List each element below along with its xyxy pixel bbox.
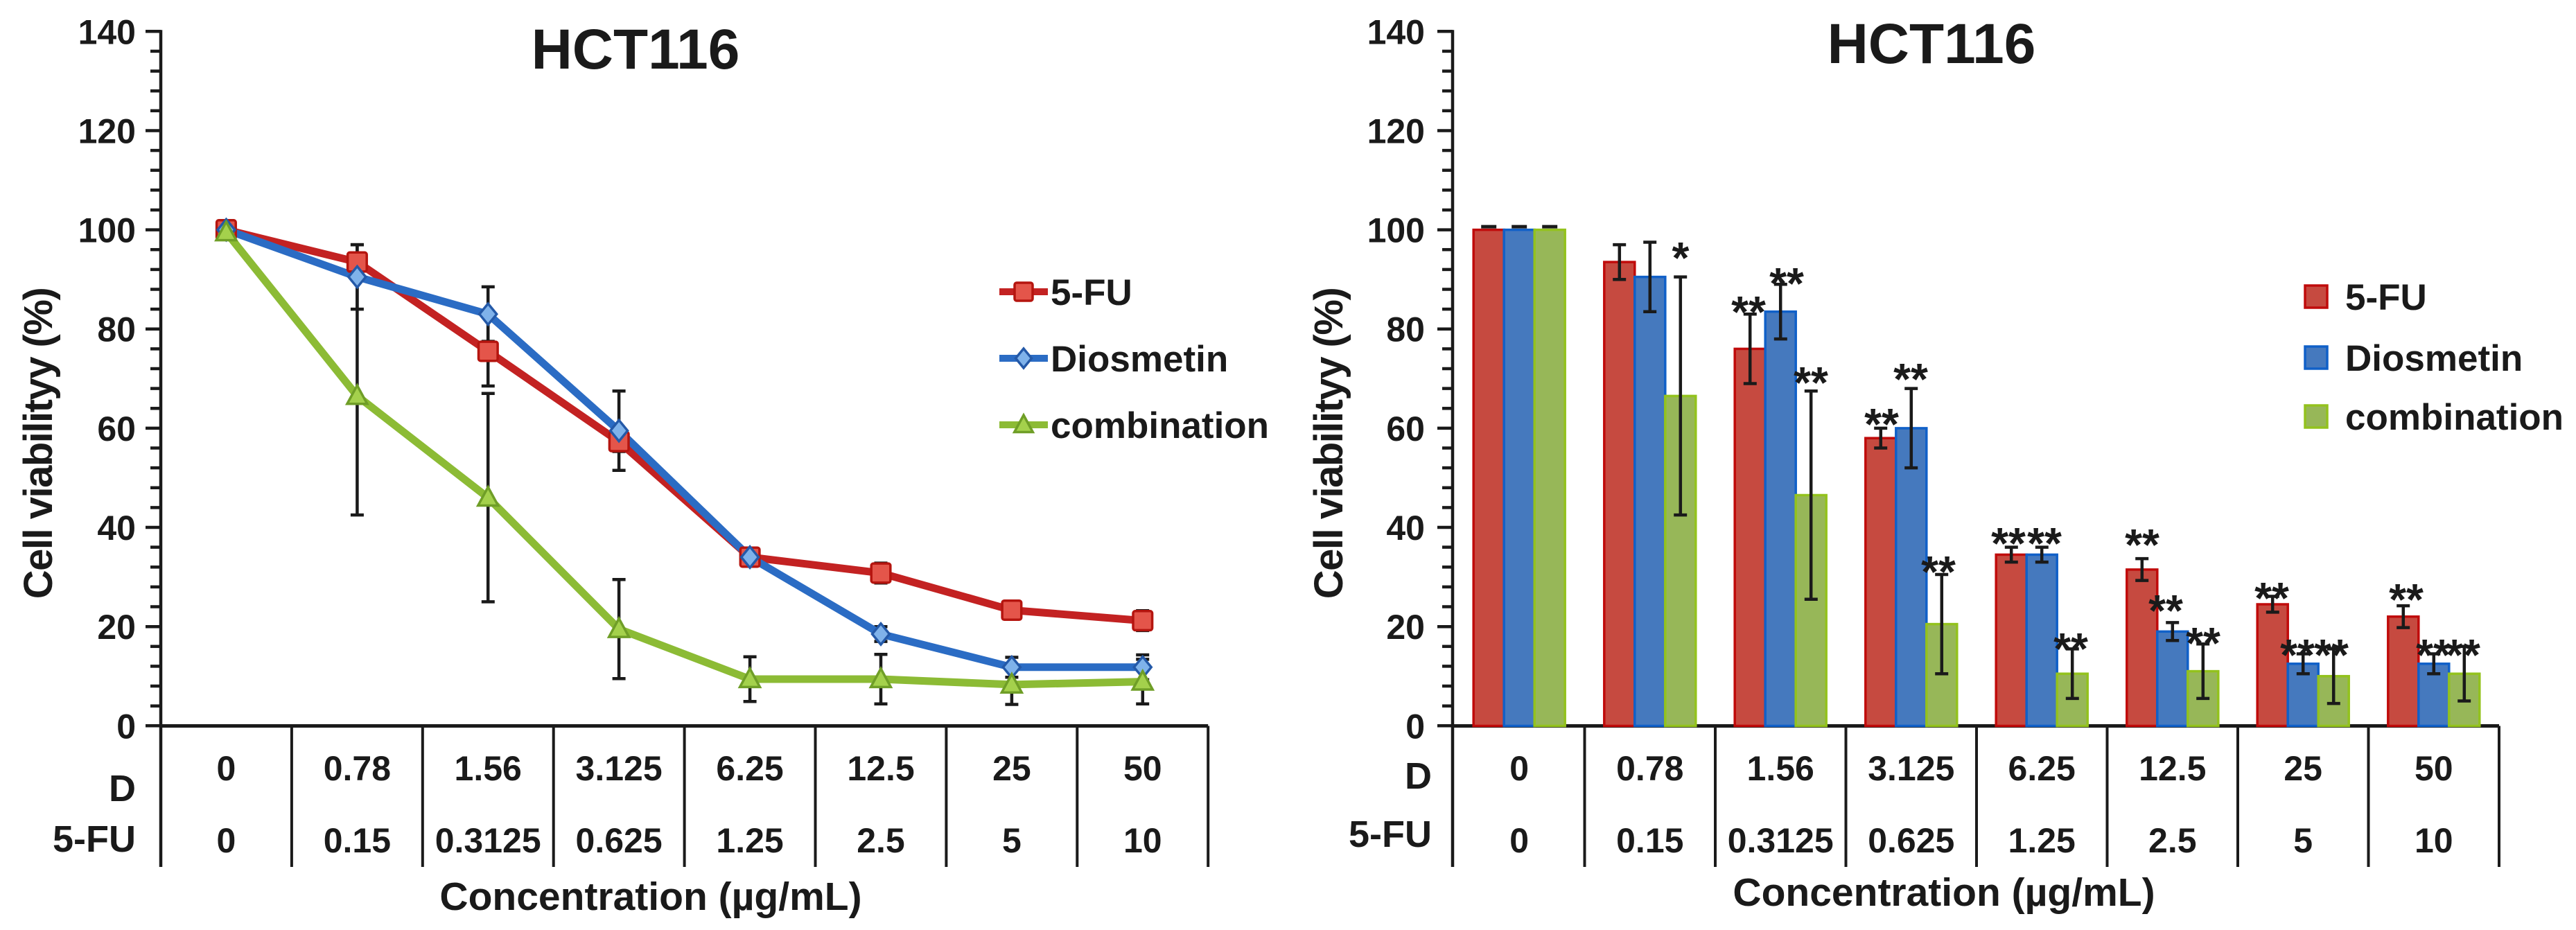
svg-text:5-FU: 5-FU — [1051, 272, 1132, 313]
svg-text:0: 0 — [1509, 749, 1529, 788]
svg-text:combination: combination — [2345, 397, 2564, 438]
svg-text:60: 60 — [1386, 410, 1425, 448]
svg-text:25: 25 — [992, 749, 1031, 788]
svg-text:**: ** — [2053, 624, 2088, 674]
svg-text:combination: combination — [1051, 405, 1269, 446]
svg-text:12.5: 12.5 — [2139, 749, 2206, 788]
svg-text:5-FU: 5-FU — [53, 818, 136, 860]
svg-text:Concentration (µg/mL): Concentration (µg/mL) — [439, 875, 861, 919]
svg-text:5-FU: 5-FU — [2345, 277, 2427, 318]
svg-text:10: 10 — [2415, 821, 2453, 860]
svg-text:6.25: 6.25 — [2008, 749, 2076, 788]
svg-text:5: 5 — [1002, 821, 1022, 860]
svg-text:**: ** — [1921, 547, 1956, 597]
svg-text:0: 0 — [216, 821, 236, 860]
svg-text:100: 100 — [1367, 211, 1425, 250]
svg-text:Cell viabilityy (%): Cell viabilityy (%) — [16, 288, 61, 599]
svg-text:0.78: 0.78 — [324, 749, 391, 788]
svg-text:HCT116: HCT116 — [1828, 12, 2036, 76]
svg-text:**: ** — [2148, 586, 2183, 635]
svg-text:*: * — [1672, 233, 1690, 283]
svg-text:5-FU: 5-FU — [1349, 814, 1432, 855]
svg-text:**: ** — [1731, 287, 1766, 337]
svg-text:20: 20 — [1386, 608, 1425, 647]
svg-text:Cell viabilityy (%): Cell viabilityy (%) — [1306, 288, 1351, 599]
svg-text:1.56: 1.56 — [455, 749, 522, 788]
svg-text:**: ** — [1794, 358, 1828, 407]
svg-text:**: ** — [2389, 574, 2424, 624]
svg-text:0: 0 — [216, 749, 236, 788]
svg-text:**: ** — [2125, 520, 2159, 570]
svg-text:5: 5 — [2293, 821, 2313, 860]
svg-text:D: D — [1405, 755, 1432, 797]
svg-text:Diosmetin: Diosmetin — [1051, 339, 1228, 380]
svg-text:80: 80 — [1386, 310, 1425, 349]
svg-text:0.3125: 0.3125 — [1728, 821, 1834, 860]
svg-text:40: 40 — [97, 509, 136, 547]
svg-text:0: 0 — [1405, 707, 1425, 746]
svg-text:140: 140 — [78, 12, 136, 51]
svg-text:60: 60 — [97, 410, 136, 448]
svg-text:**: ** — [2254, 573, 2289, 623]
svg-text:120: 120 — [78, 112, 136, 151]
svg-text:Diosmetin: Diosmetin — [2345, 338, 2523, 379]
svg-text:0: 0 — [1509, 821, 1529, 860]
svg-text:**: ** — [1893, 354, 1928, 404]
svg-text:**: ** — [2027, 518, 2062, 568]
svg-text:**: ** — [1769, 258, 1804, 308]
svg-text:12.5: 12.5 — [847, 749, 914, 788]
svg-text:80: 80 — [97, 310, 136, 349]
svg-text:1.56: 1.56 — [1747, 749, 1814, 788]
svg-text:25: 25 — [2284, 749, 2322, 788]
svg-text:Concentration (µg/mL): Concentration (µg/mL) — [1733, 870, 2155, 915]
svg-text:**: ** — [2446, 630, 2480, 680]
svg-text:1.25: 1.25 — [716, 821, 783, 860]
svg-text:20: 20 — [97, 608, 136, 647]
svg-text:120: 120 — [1367, 112, 1425, 151]
svg-text:10: 10 — [1123, 821, 1162, 860]
svg-text:0.3125: 0.3125 — [435, 821, 541, 860]
svg-text:2.5: 2.5 — [2148, 821, 2197, 860]
svg-text:HCT116: HCT116 — [532, 18, 740, 81]
svg-text:**: ** — [1991, 518, 2026, 568]
svg-text:0.625: 0.625 — [576, 821, 663, 860]
svg-text:50: 50 — [1123, 749, 1162, 788]
svg-text:0.15: 0.15 — [1616, 821, 1683, 860]
svg-text:0.625: 0.625 — [1868, 821, 1954, 860]
svg-text:3.125: 3.125 — [576, 749, 663, 788]
svg-text:**: ** — [1864, 399, 1899, 449]
svg-text:3.125: 3.125 — [1868, 749, 1954, 788]
svg-text:40: 40 — [1386, 509, 1425, 547]
svg-text:0: 0 — [116, 707, 136, 746]
svg-text:**: ** — [2280, 630, 2315, 680]
svg-text:0.78: 0.78 — [1616, 749, 1683, 788]
svg-text:1.25: 1.25 — [2008, 821, 2076, 860]
svg-text:**: ** — [2186, 618, 2220, 668]
svg-text:50: 50 — [2415, 749, 2453, 788]
svg-text:**: ** — [2314, 630, 2349, 680]
svg-text:D: D — [109, 768, 136, 809]
svg-text:100: 100 — [78, 211, 136, 250]
svg-text:0.15: 0.15 — [324, 821, 391, 860]
svg-text:140: 140 — [1367, 12, 1425, 51]
svg-text:**: ** — [2416, 630, 2451, 680]
svg-text:6.25: 6.25 — [716, 749, 783, 788]
svg-text:2.5: 2.5 — [857, 821, 905, 860]
